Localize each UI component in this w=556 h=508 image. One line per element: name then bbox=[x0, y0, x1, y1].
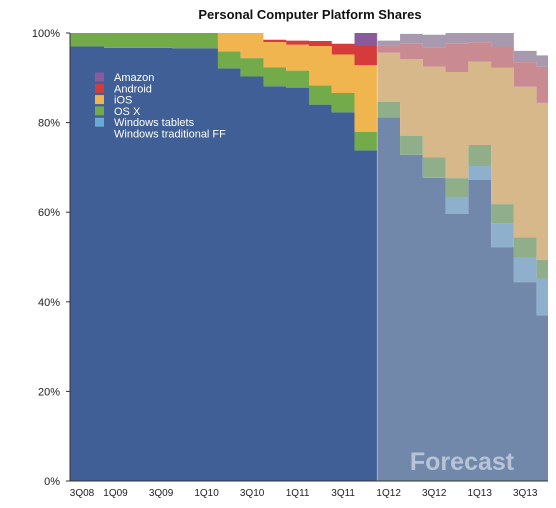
y-axis: 0% 20% 40% 60% 80% 100% bbox=[32, 28, 71, 488]
y-tick-label: 0% bbox=[44, 476, 60, 488]
legend-swatch-amazon bbox=[95, 72, 104, 82]
area-ios-forecast bbox=[377, 52, 548, 260]
area-ios-actual bbox=[70, 33, 378, 133]
forecast-watermark: Forecast bbox=[410, 448, 515, 476]
legend-label-os-x: OS X bbox=[114, 106, 141, 118]
area-os-x-actual bbox=[70, 33, 378, 151]
area-android-forecast bbox=[377, 42, 548, 103]
x-tick-label: 3Q13 bbox=[513, 488, 538, 499]
x-tick-label: 3Q08 bbox=[70, 488, 95, 499]
chart-title: Personal Computer Platform Shares bbox=[198, 7, 421, 22]
legend-label-android: Android bbox=[114, 83, 152, 95]
area-windows-traditional-ff-actual bbox=[70, 46, 378, 481]
area-os-x-forecast bbox=[377, 101, 548, 279]
x-tick-label: 3Q11 bbox=[331, 488, 355, 499]
y-tick-label: 40% bbox=[38, 297, 60, 309]
x-tick-label: 1Q12 bbox=[376, 488, 401, 499]
y-tick-label: 60% bbox=[38, 207, 60, 219]
legend-swatch-os-x bbox=[95, 106, 104, 116]
area-amazon-forecast bbox=[377, 33, 548, 67]
y-tick-label: 20% bbox=[38, 386, 60, 398]
x-tick-label: 3Q10 bbox=[240, 488, 265, 499]
x-axis: 3Q08 1Q09 3Q09 1Q10 3Q10 1Q11 3Q11 1Q12 3Q12 1Q13… bbox=[70, 480, 548, 499]
legend-swatch-ios bbox=[95, 95, 104, 105]
area-layers bbox=[70, 33, 548, 481]
x-tick-label: 3Q09 bbox=[149, 488, 174, 499]
x-tick-label: 1Q11 bbox=[286, 488, 310, 499]
x-tick-label: 3Q12 bbox=[422, 488, 447, 499]
legend-swatch-android bbox=[95, 83, 104, 93]
legend-label-amazon: Amazon bbox=[114, 72, 154, 84]
area-android-actual bbox=[70, 33, 378, 66]
legend-label-windows-traditional-ff: Windows traditional FF bbox=[114, 129, 226, 141]
x-tick-label: 1Q13 bbox=[467, 488, 492, 499]
x-tick-label: 1Q10 bbox=[194, 488, 219, 499]
x-tick-label: 1Q09 bbox=[103, 488, 128, 499]
legend-label-windows-tablets: Windows tablets bbox=[114, 117, 195, 129]
y-tick-label: 80% bbox=[38, 118, 60, 130]
y-tick-label: 100% bbox=[32, 28, 60, 40]
legend-label-ios: iOS bbox=[114, 95, 132, 107]
legend-swatch-windows-tablets bbox=[95, 117, 104, 127]
area-windows-traditional-ff-forecast bbox=[377, 117, 548, 481]
